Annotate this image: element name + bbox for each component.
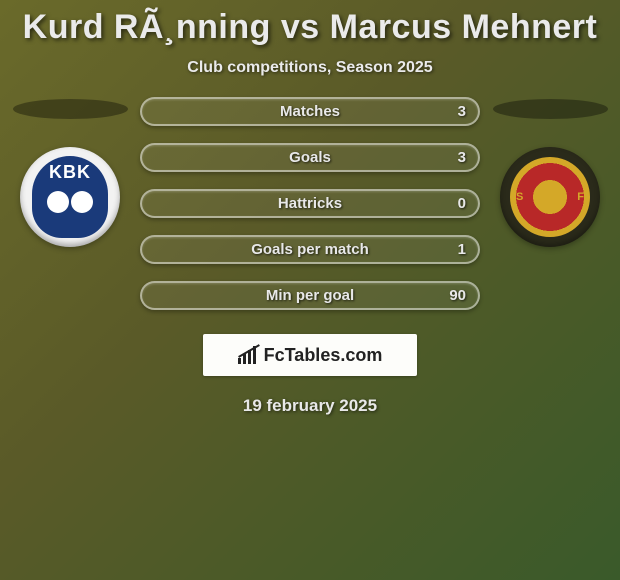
stat-row-matches: Matches 3 [140,97,480,126]
right-player-col: S F [490,97,610,247]
right-club-letter-f: F [577,191,584,203]
brand-text: FcTables.com [264,345,383,366]
brand-chart-icon [238,346,260,364]
date-label: 19 february 2025 [0,396,620,416]
right-club-badge: S F [500,147,600,247]
stat-label: Goals per match [251,241,369,258]
stat-row-hattricks: Hattricks 0 [140,189,480,218]
stat-row-gpm: Goals per match 1 [140,235,480,264]
owl-icon [45,185,95,225]
subtitle: Club competitions, Season 2025 [0,59,620,77]
page-title: Kurd RÃ¸nning vs Marcus Mehnert [0,0,620,47]
stat-label: Min per goal [266,287,354,304]
stat-label: Hattricks [278,195,342,212]
main-row: KBK Matches 3 Goals 3 Hattricks 0 Goals … [0,97,620,310]
stat-label: Matches [280,103,340,120]
left-club-abbrev: KBK [49,162,91,183]
stat-row-mpg: Min per goal 90 [140,281,480,310]
left-player-col: KBK [10,97,130,247]
stat-value: 90 [449,287,466,304]
right-club-letter-s: S [516,191,523,203]
stat-value: 3 [458,149,466,166]
brand-box[interactable]: FcTables.com [203,334,417,376]
stat-label: Goals [289,149,331,166]
stats-column: Matches 3 Goals 3 Hattricks 0 Goals per … [140,97,480,310]
stat-value: 1 [458,241,466,258]
stat-value: 0 [458,195,466,212]
stat-value: 3 [458,103,466,120]
player-shadow-right [493,99,608,119]
left-club-badge: KBK [20,147,120,247]
player-shadow-left [13,99,128,119]
stat-row-goals: Goals 3 [140,143,480,172]
